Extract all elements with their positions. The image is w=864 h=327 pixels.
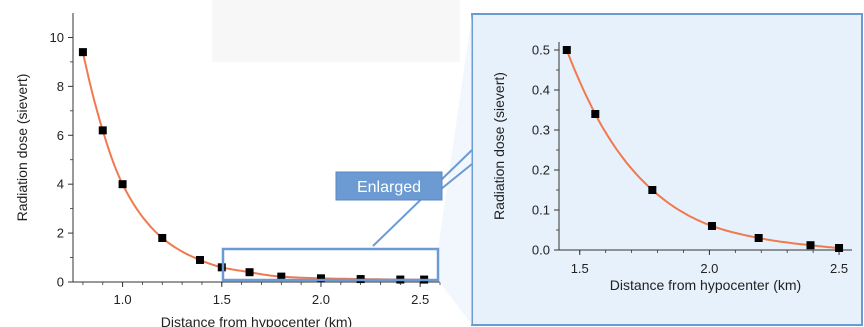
x-tick-label: 2.5: [830, 261, 848, 276]
x-axis-title: Distance from hypocenter (km): [610, 277, 801, 293]
data-point: [158, 233, 167, 242]
x-tick-label: 2.0: [312, 292, 330, 307]
highlight-region: [221, 247, 440, 282]
y-tick-label: 6: [57, 128, 64, 143]
enlarged-callout-label: Enlarged: [357, 179, 421, 196]
data-point: [78, 48, 87, 57]
y-tick-label: 0.5: [532, 43, 550, 58]
y-tick-label: 10: [50, 30, 64, 45]
y-tick-label: 0.3: [532, 123, 550, 138]
background-smudge: [212, 0, 460, 62]
data-point: [648, 186, 657, 194]
data-point: [245, 268, 254, 277]
data-point: [277, 272, 286, 281]
inset-chart: 1.5 2.0 2.5 0.0 0.1 0.2 0.3 0.4 0.5 Distance from…: [471, 13, 863, 326]
data-point: [316, 274, 325, 283]
y-tick-label: 0.4: [532, 83, 550, 98]
x-axis-title: Distance from hypocenter (km): [161, 314, 352, 327]
x-tick-label: 1.5: [571, 261, 589, 276]
y-axis-title: Radiation dose (sievert): [491, 72, 507, 220]
data-point: [806, 241, 815, 250]
data-point: [195, 255, 204, 264]
y-tick-label: 4: [57, 177, 64, 192]
y-tick-label: 2: [57, 226, 64, 241]
data-point: [98, 126, 107, 135]
y-tick-label: 0.2: [532, 163, 550, 178]
y-tick-label: 8: [57, 79, 64, 94]
y-tick-label: 0: [57, 275, 64, 290]
enlarged-callout: [335, 171, 443, 201]
y-axis-title: Radiation dose (sievert): [14, 74, 30, 222]
inset-panel: [471, 13, 863, 326]
x-tick-label: 2.0: [700, 261, 718, 276]
zoom-connector: [438, 14, 472, 325]
y-tick-label: 0.1: [532, 203, 550, 218]
x-tick-label: 2.5: [411, 292, 429, 307]
data-point: [835, 244, 844, 252]
x-tick-label: 1.5: [213, 292, 231, 307]
data-point: [118, 180, 127, 189]
data-point: [707, 222, 716, 230]
x-tick-label: 1.0: [114, 292, 132, 307]
data-point: [754, 234, 763, 242]
main-chart: 1.0 1.5 2.0 2.5 0 2 4 6 8 10 Distance from hypocen…: [14, 13, 441, 327]
data-point: [591, 110, 600, 118]
y-tick-label: 0.0: [532, 243, 550, 258]
zoom-overlay: Enlarged: [221, 14, 473, 325]
data-point: [562, 46, 571, 54]
